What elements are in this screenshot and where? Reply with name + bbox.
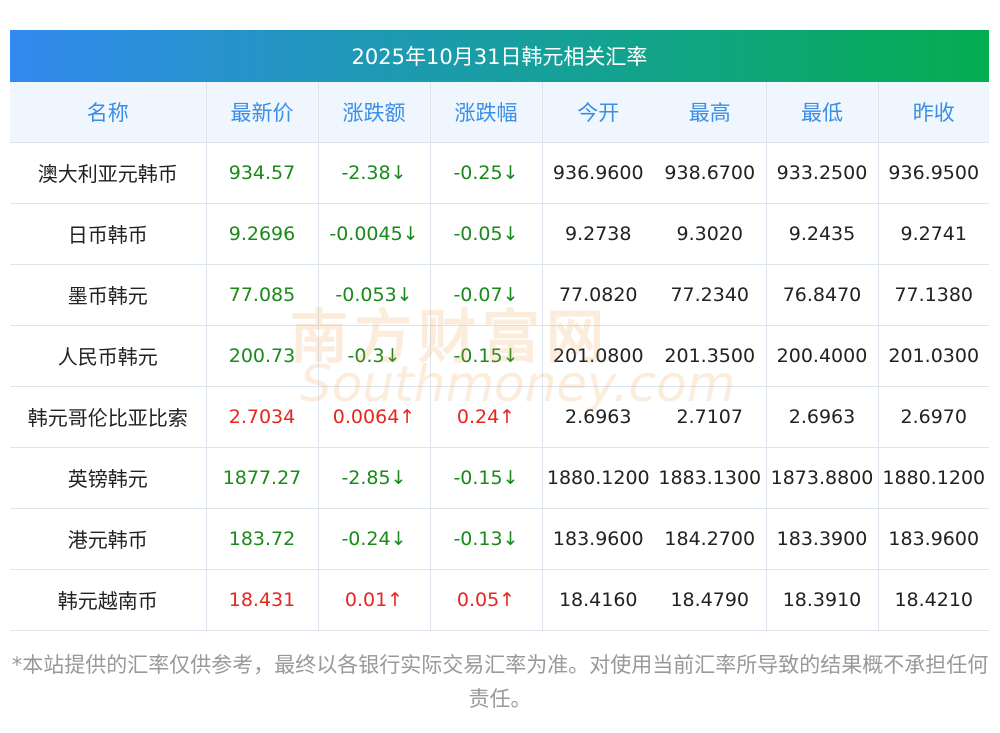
col-change: 涨跌额 [318,82,431,142]
exchange-rate-table: 名称 最新价 涨跌额 涨跌幅 今开 最高 最低 昨收 澳大利亚元韩币 934.57… [10,82,989,631]
col-prev: 昨收 [878,82,989,142]
cell-low: 76.8470 [766,263,879,325]
table-row: 港元韩币 183.72 -0.24↓ -0.13↓ 183.9600 184.2700 18… [10,507,989,569]
col-high: 最高 [654,82,767,142]
cell-change-pct: 0.05↑ [430,568,543,631]
cell-change-pct: -0.07↓ [430,263,543,325]
cell-high: 1883.1300 [654,446,767,508]
cell-change-pct: -0.15↓ [430,446,543,508]
cell-low: 200.4000 [766,324,879,386]
cell-open: 1880.1200 [542,446,654,508]
cell-name: 日币韩币 [10,202,207,264]
cell-open: 936.9600 [542,141,654,203]
cell-low: 9.2435 [766,202,879,264]
table-row: 墨币韩元 77.085 -0.053↓ -0.07↓ 77.0820 77.2340 76.… [10,263,989,325]
cell-name: 韩元越南币 [10,568,207,631]
disclaimer: *本站提供的汇率仅供参考，最终以各银行实际交易汇率为准。对使用当前汇率所导致的结… [11,653,989,711]
header-row: 名称 最新价 涨跌额 涨跌幅 今开 最高 最低 昨收 [10,82,989,142]
cell-change: -2.85↓ [318,446,431,508]
cell-prev-close: 183.9600 [878,507,989,569]
cell-name: 人民币韩元 [10,324,207,386]
cell-high: 2.7107 [654,385,767,447]
table-row: 韩元越南币 18.431 0.01↑ 0.05↑ 18.4160 18.4790 18.39… [10,568,989,631]
cell-open: 2.6963 [542,385,654,447]
cell-latest-price: 1877.27 [206,446,319,508]
cell-prev-close: 936.9500 [878,141,989,203]
cell-latest-price: 200.73 [206,324,319,386]
cell-high: 77.2340 [654,263,767,325]
cell-change: -0.0045↓ [318,202,431,264]
table-row: 韩元哥伦比亚比索 2.7034 0.0064↑ 0.24↑ 2.6963 2.7107 2.… [10,385,989,447]
cell-high: 184.2700 [654,507,767,569]
cell-prev-close: 9.2741 [878,202,989,264]
cell-open: 9.2738 [542,202,654,264]
cell-prev-close: 201.0300 [878,324,989,386]
cell-high: 201.3500 [654,324,767,386]
cell-high: 9.3020 [654,202,767,264]
cell-prev-close: 77.1380 [878,263,989,325]
col-latest: 最新价 [206,82,319,142]
cell-low: 1873.8800 [766,446,879,508]
cell-latest-price: 18.431 [206,568,319,631]
cell-change: 0.01↑ [318,568,431,631]
cell-low: 2.6963 [766,385,879,447]
cell-high: 18.4790 [654,568,767,631]
cell-prev-close: 2.6970 [878,385,989,447]
cell-change-pct: -0.25↓ [430,141,543,203]
cell-latest-price: 2.7034 [206,385,319,447]
cell-prev-close: 1880.1200 [878,446,989,508]
cell-name: 港元韩币 [10,507,207,569]
table-row: 人民币韩元 200.73 -0.3↓ -0.15↓ 201.0800 201.3500 20… [10,324,989,386]
cell-change: 0.0064↑ [318,385,431,447]
cell-name: 墨币韩元 [10,263,207,325]
cell-change-pct: -0.05↓ [430,202,543,264]
table-row: 日币韩币 9.2696 -0.0045↓ -0.05↓ 9.2738 9.3020 9.24… [10,202,989,264]
cell-latest-price: 77.085 [206,263,319,325]
cell-open: 18.4160 [542,568,654,631]
col-pct: 涨跌幅 [430,82,543,142]
cell-low: 18.3910 [766,568,879,631]
col-name: 名称 [10,82,207,142]
cell-change: -0.3↓ [318,324,431,386]
cell-change-pct: -0.15↓ [430,324,543,386]
cell-prev-close: 18.4210 [878,568,989,631]
table-row: 英镑韩元 1877.27 -2.85↓ -0.15↓ 1880.1200 1883.130… [10,446,989,508]
cell-change: -0.053↓ [318,263,431,325]
col-open: 今开 [542,82,654,142]
cell-open: 201.0800 [542,324,654,386]
cell-open: 77.0820 [542,263,654,325]
cell-name: 澳大利亚元韩币 [10,141,207,203]
cell-high: 938.6700 [654,141,767,203]
col-low: 最低 [766,82,879,142]
cell-low: 183.3900 [766,507,879,569]
cell-low: 933.2500 [766,141,879,203]
cell-name: 英镑韩元 [10,446,207,508]
cell-name: 韩元哥伦比亚比索 [10,385,207,447]
cell-latest-price: 9.2696 [206,202,319,264]
cell-change-pct: 0.24↑ [430,385,543,447]
cell-change-pct: -0.13↓ [430,507,543,569]
table-title: 2025年10月31日韩元相关汇率 [10,30,989,82]
cell-open: 183.9600 [542,507,654,569]
cell-change: -2.38↓ [318,141,431,203]
cell-change: -0.24↓ [318,507,431,569]
cell-latest-price: 183.72 [206,507,319,569]
table-row: 澳大利亚元韩币 934.57 -2.38↓ -0.25↓ 936.9600 938.670… [10,141,989,203]
cell-latest-price: 934.57 [206,141,319,203]
